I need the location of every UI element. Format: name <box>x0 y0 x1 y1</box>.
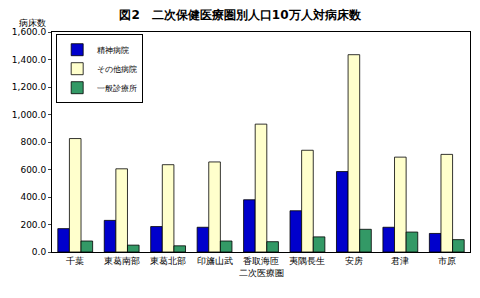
svg-text:東葛南部: 東葛南部 <box>104 256 140 266</box>
svg-text:印旛山武: 印旛山武 <box>197 256 233 266</box>
svg-text:800.0: 800.0 <box>20 137 46 147</box>
svg-text:一般診療所: 一般診療所 <box>97 84 137 93</box>
svg-text:その他病院: その他病院 <box>97 65 137 74</box>
svg-text:安房: 安房 <box>345 256 363 266</box>
svg-text:1,400.0: 1,400.0 <box>12 55 47 65</box>
svg-text:1,200.0: 1,200.0 <box>12 82 47 92</box>
svg-text:千葉: 千葉 <box>66 256 84 266</box>
svg-text:病床数: 病床数 <box>19 18 46 28</box>
svg-text:1,000.0: 1,000.0 <box>12 110 47 120</box>
svg-text:二次医療圏: 二次医療圏 <box>239 268 284 278</box>
svg-text:精神病院: 精神病院 <box>97 46 129 55</box>
svg-text:市原: 市原 <box>438 256 456 266</box>
svg-text:400.0: 400.0 <box>20 192 46 202</box>
svg-text:夷隅長生: 夷隅長生 <box>289 256 325 266</box>
svg-text:図2 二次保健医療圏別人口10万人対病床数: 図2 二次保健医療圏別人口10万人対病床数 <box>119 8 361 22</box>
svg-text:香取海匝: 香取海匝 <box>243 256 279 266</box>
svg-text:君津: 君津 <box>391 256 409 266</box>
svg-text:600.0: 600.0 <box>20 165 46 175</box>
svg-text:1,600.0: 1,600.0 <box>12 27 47 37</box>
svg-text:東葛北部: 東葛北部 <box>150 256 186 266</box>
svg-text:0.0: 0.0 <box>32 247 47 257</box>
svg-text:200.0: 200.0 <box>20 220 46 230</box>
